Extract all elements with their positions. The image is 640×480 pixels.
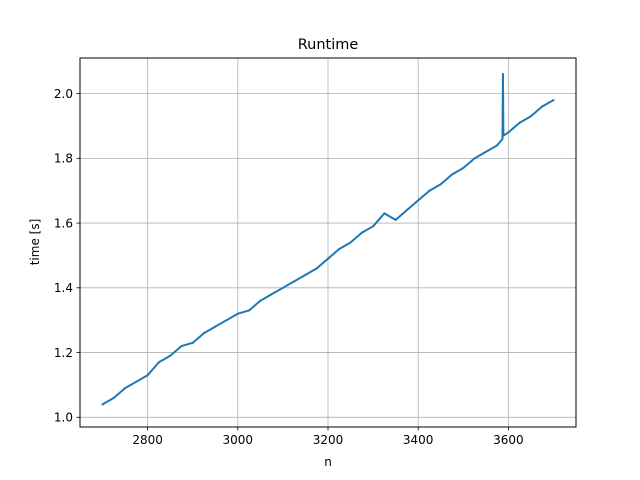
data-point: [501, 73, 504, 76]
data-point: [146, 374, 149, 377]
data-point: [327, 257, 329, 260]
data-point: [360, 231, 363, 234]
grid: [80, 58, 576, 427]
series-line: [101, 73, 555, 406]
data-point: [338, 247, 341, 250]
data-point: [157, 361, 160, 364]
data-point: [496, 144, 499, 147]
y-axis-label: time [s]: [28, 219, 42, 266]
data-point: [101, 403, 104, 406]
data-point: [417, 199, 420, 202]
x-tick-label: 3600: [493, 433, 524, 447]
data-point: [225, 319, 228, 322]
data-point: [552, 99, 555, 102]
x-tick-label: 3000: [223, 433, 254, 447]
data-point: [383, 212, 386, 215]
data-point: [372, 225, 375, 228]
y-tick-label: 1.2: [54, 346, 73, 360]
data-point: [473, 157, 476, 160]
chart-title: Runtime: [298, 37, 359, 53]
data-point: [293, 280, 296, 283]
x-axis-label: n: [324, 455, 332, 469]
ticks: 2800 3000 3200 3400 3600 1.0 1.2 1.4 1.6 1.8 2.0: [54, 87, 524, 447]
data-point: [405, 209, 408, 212]
data-point: [270, 293, 273, 296]
data-point: [451, 173, 453, 176]
data-point: [248, 309, 251, 312]
data-point: [112, 396, 115, 399]
data-point: [394, 218, 397, 221]
data-point: [214, 325, 217, 328]
data-point: [304, 273, 307, 276]
data-point: [203, 332, 205, 335]
data-point: [169, 354, 172, 357]
data-point: [518, 121, 521, 124]
data-point: [135, 380, 138, 383]
data-point: [428, 189, 431, 192]
data-point: [529, 115, 532, 118]
data-point: [462, 167, 465, 170]
x-tick-label: 3400: [403, 433, 434, 447]
data-point: [191, 341, 194, 344]
data-point: [236, 312, 239, 315]
data-point: [180, 345, 183, 348]
data-point: [259, 299, 262, 302]
data-point: [541, 105, 544, 108]
data-point: [501, 137, 504, 140]
data-point: [315, 267, 318, 270]
data-point: [349, 241, 352, 244]
y-tick-label: 1.0: [54, 411, 73, 425]
y-tick-label: 1.8: [54, 152, 73, 166]
data-point: [507, 131, 510, 134]
x-tick-label: 2800: [132, 433, 163, 447]
data-point: [439, 183, 442, 186]
series-layer: [101, 73, 555, 406]
y-tick-label: 1.4: [54, 281, 73, 295]
data-point: [281, 286, 284, 289]
y-tick-label: 2.0: [54, 87, 73, 101]
data-point: [484, 150, 487, 153]
data-point: [124, 387, 127, 390]
data-point: [502, 134, 505, 137]
x-tick-label: 3200: [313, 433, 344, 447]
y-tick-label: 1.6: [54, 216, 73, 230]
